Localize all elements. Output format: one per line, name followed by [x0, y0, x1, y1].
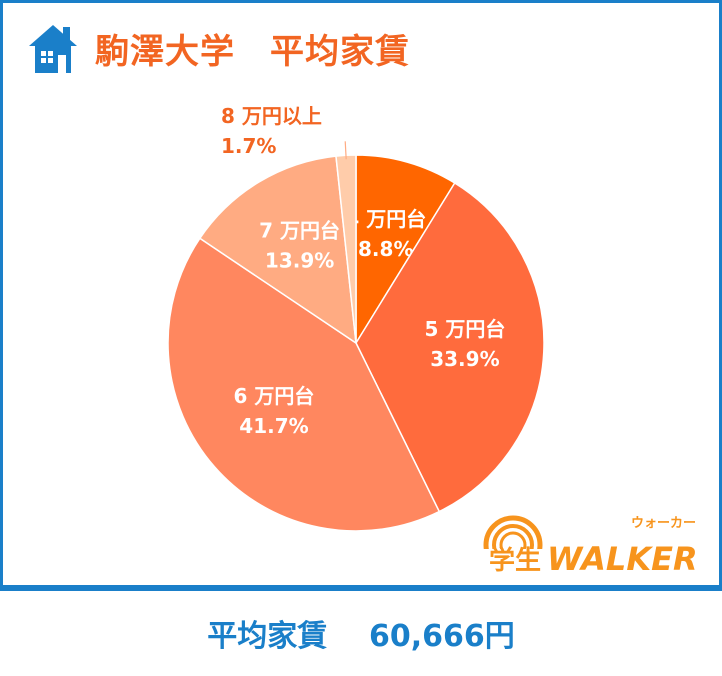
slice-percent-label: 13.9% — [265, 249, 334, 273]
house-icon — [29, 25, 77, 73]
footer-spacer — [327, 616, 369, 651]
slice-percent-label: 1.7% — [221, 134, 276, 158]
average-rent-value: 60,666円 — [369, 619, 515, 654]
slice-percent-label: 8.8% — [358, 237, 413, 261]
slice-category-label: 7 万円台 — [259, 219, 340, 243]
pie-slice — [167, 237, 441, 532]
pie-slice — [198, 155, 357, 345]
pie-slice — [355, 154, 456, 346]
average-rent-label: 平均家賃 — [207, 619, 328, 654]
slice-leader-line — [344, 141, 347, 160]
slice-category-label: 6 万円台 — [234, 384, 315, 408]
slice-category-label: 5 万円台 — [424, 317, 505, 341]
slice-category-label: 4 万円台 — [345, 207, 426, 231]
pie-chart: 4 万円台 8.8% 5 万円台 33.9% 6 万円台 41.7% 7 万円台 13.9% 8… — [167, 104, 545, 532]
gakusei-walker-logo: 学生 WALKER ウォーカー — [481, 515, 703, 573]
logo-ruby: ウォーカー — [631, 516, 696, 531]
slice-percent-label: 33.9% — [430, 347, 499, 371]
average-rent-footer: 平均家賃 60,666円 — [0, 594, 722, 672]
footer-divider — [0, 588, 722, 591]
chart-header: 駒澤大学 平均家賃 — [25, 23, 410, 73]
slice-category-label: 8 万円以上 — [221, 104, 322, 128]
logo-kanji: 学生 — [489, 545, 541, 573]
pie-slice — [355, 181, 545, 513]
chart-frame: 駒澤大学 平均家賃 4 万円台 8.8% 5 万円台 33.9% 6 万円台 41.7% 7… — [0, 0, 722, 588]
chart-title: 駒澤大学 平均家賃 — [95, 31, 410, 72]
logo-brand: WALKER — [547, 540, 698, 573]
slice-percent-label: 41.7% — [239, 414, 308, 438]
